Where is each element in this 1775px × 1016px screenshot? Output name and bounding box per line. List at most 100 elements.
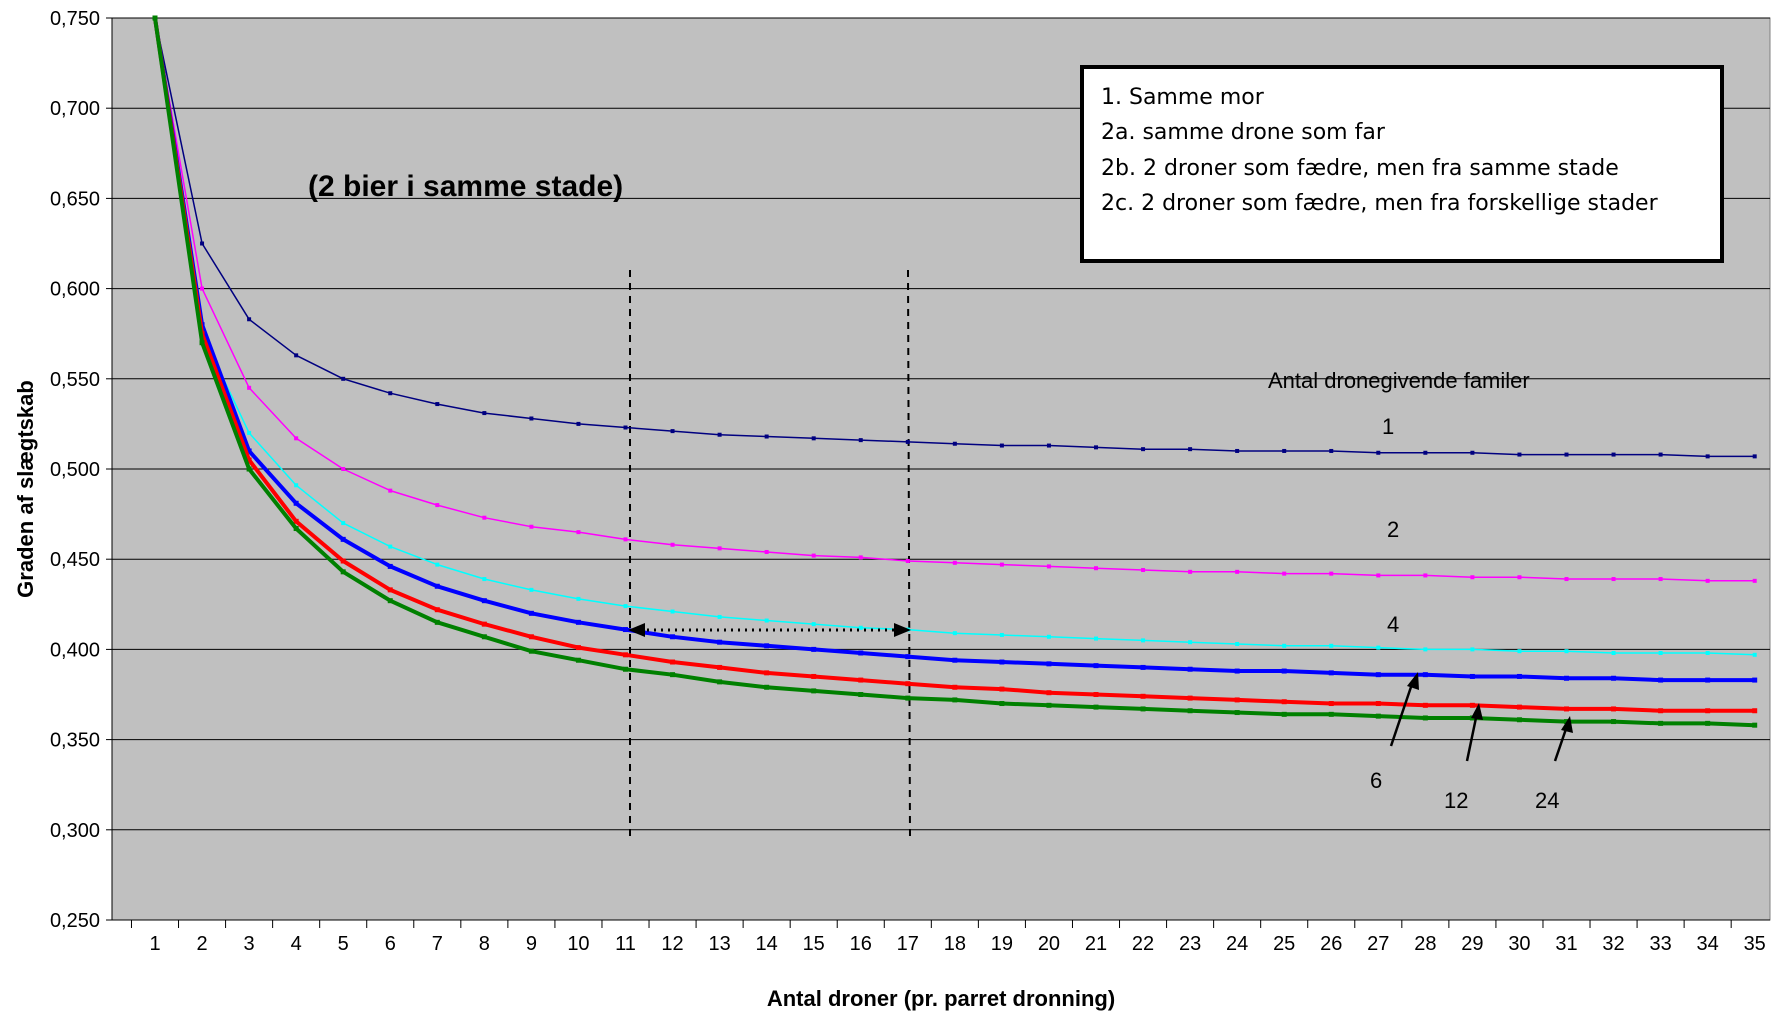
data-point [1422,672,1428,678]
data-point [717,614,722,619]
data-point [905,695,911,701]
data-point [999,659,1005,665]
data-point [246,457,252,463]
data-point [1611,452,1616,457]
data-point [1705,454,1710,459]
data-point [1470,450,1475,455]
data-point [1423,647,1428,652]
data-point [905,681,911,687]
data-point [1282,643,1287,648]
data-point [999,686,1005,692]
data-point [1516,717,1522,723]
data-point [1611,577,1616,582]
data-point [1046,661,1052,667]
y-tick-label: 0,550 [50,369,100,391]
x-tick-label: 11 [615,933,636,955]
gridlines [112,17,1770,831]
series-4 [153,16,1757,657]
legend-box [1080,65,1724,263]
data-point [246,448,252,454]
x-tick-label: 27 [1367,933,1389,955]
x-tick-label: 17 [897,933,919,955]
data-point [1564,706,1569,712]
data-point [1328,711,1334,717]
data-point [152,15,158,21]
data-point [1376,645,1381,650]
data-point [1516,704,1522,710]
data-point [1188,447,1193,452]
sample-note: (2 bier i samme stade) [308,170,623,203]
data-point [387,563,393,569]
data-point [1658,577,1663,582]
data-point [952,560,957,565]
x-tick-label: 26 [1320,933,1342,955]
x-tick-label: 4 [291,933,302,955]
x-tick-label: 7 [432,933,443,955]
data-point [717,664,723,670]
series-layer [152,15,1758,728]
data-point [434,583,440,589]
data-point [1188,569,1193,574]
x-tick-label: 22 [1132,933,1154,955]
data-point [1094,445,1098,450]
data-point [1141,568,1146,573]
data-point [717,639,723,645]
data-point [1611,651,1616,656]
pointer-arrow-24 [1553,725,1569,762]
data-point [1375,672,1381,678]
data-point [1281,711,1287,717]
data-point [1282,448,1287,453]
data-point [388,488,393,493]
x-tick-label: 34 [1697,933,1719,955]
data-point [529,416,534,421]
data-point [905,559,910,564]
data-point [999,562,1004,567]
family-label-6: 6 [1370,768,1382,793]
y-tick-label: 0,300 [50,820,100,842]
pointer-arrow-6 [1389,680,1415,747]
data-point [858,625,863,630]
data-point [294,483,299,488]
data-point [575,619,581,625]
data-point [858,555,863,560]
x-tick-label: 9 [526,933,537,955]
data-point [811,553,816,558]
data-point [1234,697,1240,703]
x-tick-label: 6 [385,933,396,955]
data-point [1281,699,1287,705]
data-point [528,648,534,654]
data-point [247,385,252,390]
x-tick-label: 18 [944,933,966,955]
x-tick-label: 15 [803,933,825,955]
data-point [387,598,393,604]
y-tick-label: 0,250 [50,910,100,932]
data-point [858,650,864,656]
x-tick-label: 29 [1461,933,1483,955]
arrow-head-left [628,623,645,637]
data-point [1093,704,1099,710]
data-point [1235,448,1240,453]
legend-line-2b: 2b. 2 droner som fædre, men fra samme st… [1101,156,1619,181]
data-point [858,677,864,683]
x-tick-label: 1 [149,933,160,955]
data-point [999,632,1004,637]
data-point [529,587,534,592]
data-point [1658,651,1663,656]
data-point [1375,701,1381,707]
x-tick-label: 24 [1226,933,1248,955]
data-point [1752,677,1758,683]
data-point [1470,647,1475,652]
data-point [1093,692,1099,697]
legend-line-2c: 2c. 2 droner som fædre, men fra forskell… [1101,191,1659,216]
data-point [340,569,346,575]
data-point [1046,564,1051,569]
data-point [340,558,346,564]
data-point [905,654,911,660]
data-point [1375,713,1381,719]
data-point [1376,450,1381,455]
y-tick-label: 0,400 [50,639,100,661]
x-axis-title: Antal droner (pr. parret dronning) [767,986,1115,1011]
y-tick-label: 0,450 [50,549,100,571]
data-point [388,544,393,549]
data-point [293,500,299,506]
